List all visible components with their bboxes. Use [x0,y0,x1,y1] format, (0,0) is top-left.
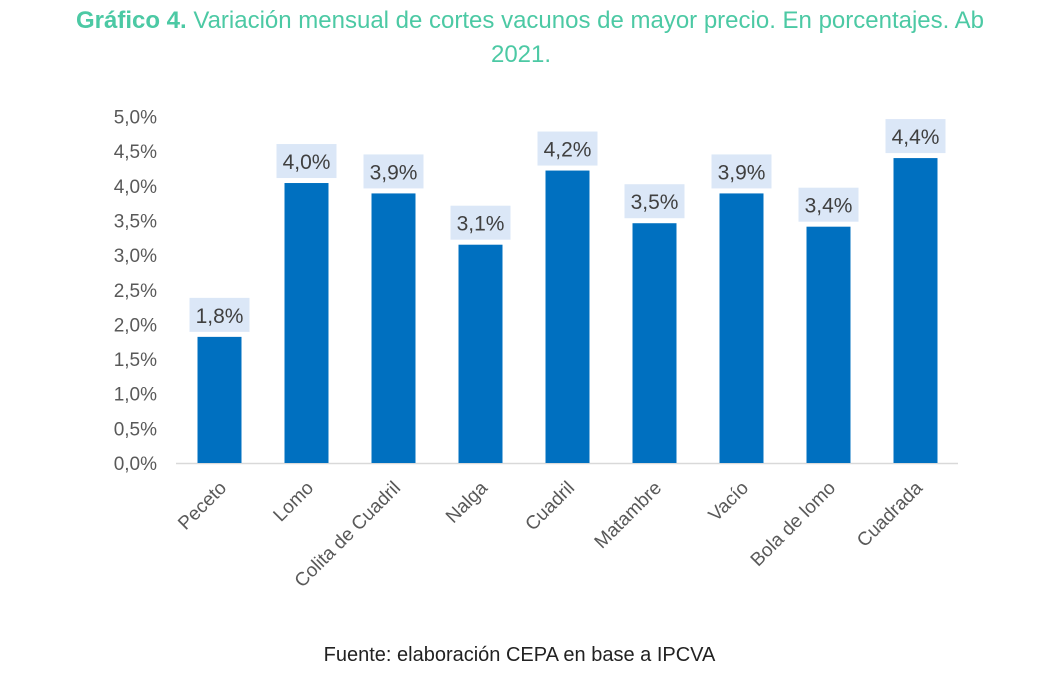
data-label-bg [798,187,859,222]
y-tick-label: 1,5% [114,350,157,371]
y-tick-label: 2,5% [114,281,157,302]
y-tick-label: 0,0% [114,454,157,475]
data-label-bg [363,154,424,189]
data-label-bg [711,154,772,189]
x-tick-label: Nalga [442,477,492,527]
data-label: 3,9% [718,161,766,184]
bar [806,226,851,463]
data-label-bg [885,119,946,154]
x-tick-label: Bola de lomo [747,478,840,571]
data-label-bg [537,131,598,166]
bar-chart: 0,0% 0,5% 1,0% 1,5% 2,0% 2,5% 3,0% 3,5% 4,0% 4,5%… [114,108,958,592]
bar [371,193,416,463]
y-tick-label: 5,0% [114,108,157,129]
y-tick-label: 3,0% [114,246,157,267]
x-tick-label: Vacío [705,478,753,526]
x-tick-label: Peceto [174,478,231,535]
chart-title-line1: Gráfico 4. Variación mensual de cortes v… [0,4,1039,38]
x-tick-label: Cuadrada [853,477,927,551]
data-labels: 1,8% 4,0% 3,9% 3,1% 4,2% 3,5% 3,9% 3,4% 4,4% [189,119,946,332]
data-label: 4,4% [892,126,940,149]
y-tick-label: 1,0% [114,385,157,406]
y-tick-label: 0,5% [114,419,157,440]
y-tick-label: 4,5% [114,142,157,163]
chart-title-prefix: Gráfico 4. [75,7,187,34]
data-label: 3,4% [805,195,853,218]
bar [284,183,329,463]
bar [719,193,764,463]
bars [197,158,938,463]
x-tick-label: Matambre [591,478,666,553]
data-label: 4,0% [283,151,331,174]
source-note: Fuente: elaboración CEPA en base a IPCVA [323,644,716,666]
x-tick-label: Lomo [270,478,318,526]
data-label-bg [624,184,685,219]
data-label: 3,9% [370,161,418,184]
bar [197,336,242,463]
data-label: 3,5% [631,191,679,214]
bar [893,158,938,463]
data-label: 4,2% [544,139,592,162]
data-label: 3,1% [457,213,505,236]
chart-title-line2: 2021. [490,41,552,68]
data-label-bg [189,297,250,332]
y-tick-label: 3,5% [114,211,157,232]
data-label-bg [276,144,337,179]
bar [632,223,677,463]
x-tick-label: Cuadril [522,478,579,535]
y-axis-tick-labels: 0,0% 0,5% 1,0% 1,5% 2,0% 2,5% 3,0% 3,5% 4,0% 4,5%… [114,108,157,476]
y-tick-label: 4,0% [114,177,157,198]
data-label: 1,8% [196,305,244,328]
bar [545,170,590,463]
chart-title: Gráfico 4. Variación mensual de cortes v… [0,4,1039,72]
bar [458,244,503,463]
chart-title-text: Variación mensual de cortes vacunos de m… [186,7,985,34]
data-label-bg [450,205,511,240]
y-tick-label: 2,0% [114,315,157,336]
